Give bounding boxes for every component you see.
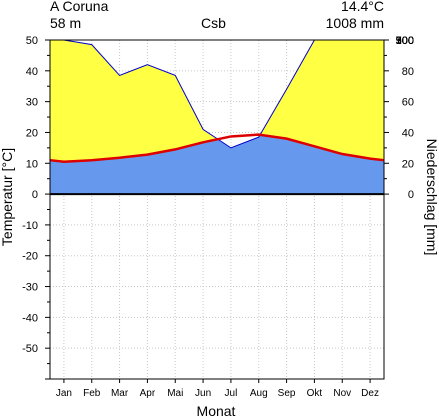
precip-tick-label: 20: [402, 158, 414, 170]
tick-labels: -50-40-30-20-100102030405002040608010030…: [22, 35, 414, 399]
month-label: Mai: [167, 388, 183, 399]
annual-precipitation: 1008 mm: [325, 15, 384, 31]
month-label: Nov: [333, 388, 351, 399]
month-label: Okt: [307, 388, 323, 399]
temp-tick-label: -20: [22, 251, 38, 263]
month-label: Sep: [278, 388, 296, 399]
axes: [45, 39, 389, 383]
climate-classification: Csb: [201, 15, 226, 31]
month-label: Apr: [140, 388, 156, 399]
precip-tick-label: 100: [396, 35, 414, 47]
station-name: A Coruna: [50, 0, 109, 14]
precip-tick-label: 900: [396, 35, 414, 47]
temp-tick-label: 50: [26, 35, 38, 47]
month-label: Aug: [250, 388, 268, 399]
temp-tick-label: 0: [32, 189, 38, 201]
precip-tick-label: 60: [402, 97, 414, 109]
grid-lines: [50, 39, 384, 379]
temp-tick-label: -40: [22, 312, 38, 324]
month-label: Jan: [56, 388, 72, 399]
annual-temperature: 14.4°C: [341, 0, 384, 14]
precip-tick-label: 300: [396, 35, 414, 47]
temp-tick-label: -30: [22, 282, 38, 294]
month-label: Feb: [83, 388, 101, 399]
precip-tick-label: 40: [402, 127, 414, 139]
dry-season-area: [50, 40, 384, 162]
month-label: Jun: [195, 388, 211, 399]
precipitation-areas: [50, 40, 384, 195]
precip-tick-label: 700: [396, 35, 414, 47]
precip-tick-label: 0: [408, 189, 414, 201]
station-elevation: 58 m: [50, 15, 82, 31]
month-label: Dez: [361, 388, 379, 399]
month-label: Mar: [111, 388, 129, 399]
temp-tick-label: 20: [26, 127, 38, 139]
temp-tick-label: 30: [26, 97, 38, 109]
temp-tick-label: -50: [22, 343, 38, 355]
temp-tick-label: 10: [26, 158, 38, 170]
month-label: Jul: [225, 388, 238, 399]
temp-tick-label: 40: [26, 66, 38, 78]
x-axis-label: Monat: [197, 403, 236, 418]
precip-tick-label: 80: [402, 66, 414, 78]
y-axis-label-left: Temperatur [°C]: [0, 148, 15, 246]
temperature-line: [49, 133, 385, 163]
y-axis-label-right: Niederschlag [mm]: [424, 139, 439, 256]
temp-tick-label: -10: [22, 220, 38, 232]
precip-tick-label: 500: [396, 35, 414, 47]
